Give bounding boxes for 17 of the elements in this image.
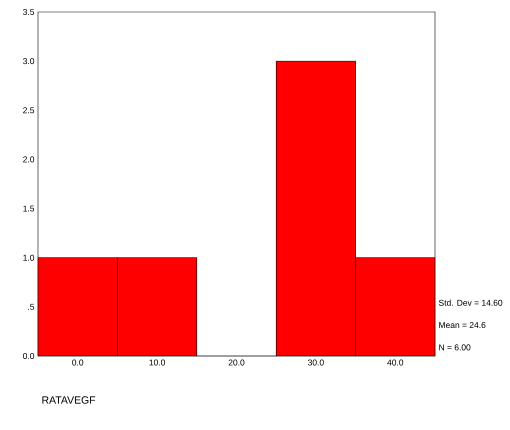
x-tick-label: 20.0 (228, 360, 244, 366)
text: N = 6.00 (439, 344, 470, 350)
y-tick-label: 3.0 (23, 58, 34, 64)
x-axis-title: RATAVEGF (42, 396, 96, 404)
y-tick-label: .5 (28, 304, 34, 310)
x-tick-label: 40.0 (387, 360, 404, 366)
text: Mean = 24.6 (439, 322, 486, 328)
y-tick-label: 1.0 (23, 254, 34, 261)
y-tick-label: 2.5 (23, 107, 34, 114)
x-tick-label: 0.0 (72, 360, 84, 366)
text: Std. Dev = 14.60 (438, 300, 502, 306)
y-tick-label: 1.5 (23, 206, 34, 212)
y-tick-label: 2.0 (23, 156, 34, 162)
y-tick-label: 0.0 (23, 353, 34, 359)
x-tick-label: 30.0 (308, 360, 324, 366)
y-tick-label: 3.5 (23, 9, 34, 15)
x-tick-label: 10.0 (150, 360, 166, 366)
